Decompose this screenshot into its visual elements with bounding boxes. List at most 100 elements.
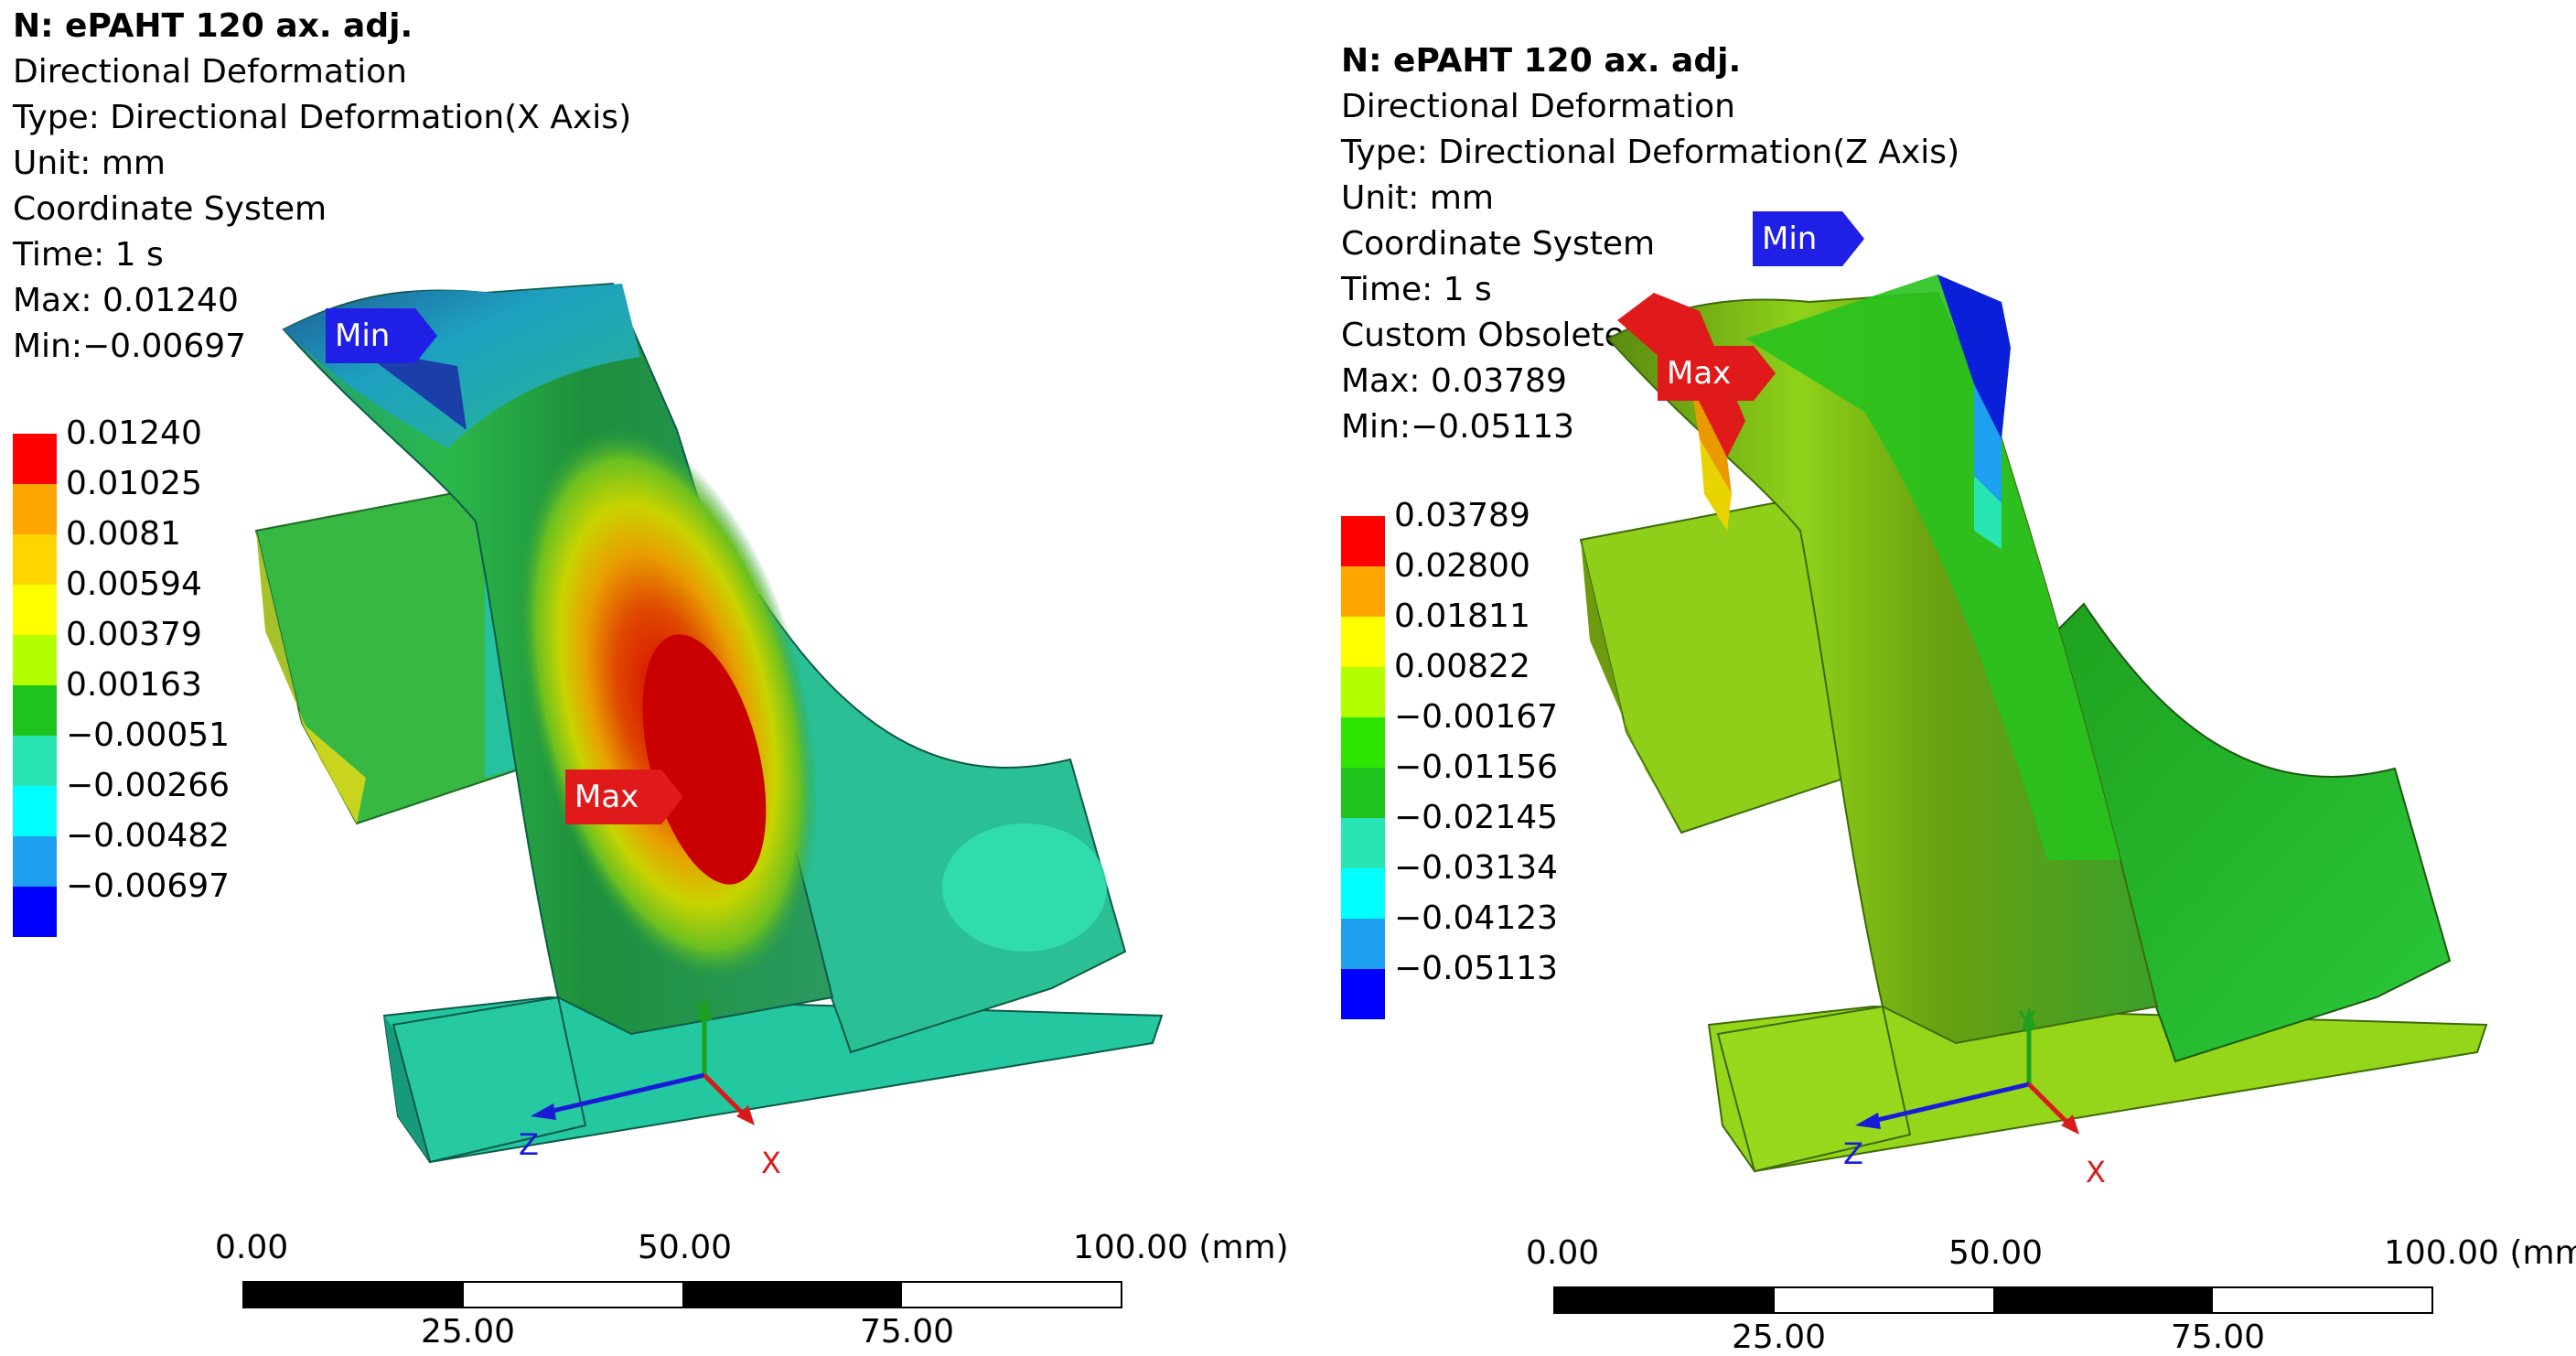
triad-x-label: X <box>761 1146 781 1180</box>
legend-band <box>1341 919 1670 969</box>
legend-band <box>1341 768 1670 818</box>
legend-value-label: −0.00266 <box>66 767 231 804</box>
legend-band <box>1341 617 1670 667</box>
legend-value-label: −0.00051 <box>66 716 231 754</box>
min-probe-tag: Min <box>326 308 437 363</box>
legend-color-swatch <box>1341 617 1385 667</box>
color-legend: 0.01240 0.01025 0.0081 0.00594 0.00379 0.0016… <box>13 415 360 946</box>
result-info: N: ePAHT 120 ax. adj. Directional Deform… <box>1341 38 1959 450</box>
legend-value-label: −0.03134 <box>1394 849 1559 887</box>
result-coordinate-system: Coordinate System <box>1341 225 1656 263</box>
legend-value-label: 0.00822 <box>1394 648 1530 685</box>
legend-value-label: 0.00594 <box>66 565 202 603</box>
legend-color-swatch <box>13 786 57 836</box>
legend-band <box>1341 566 1670 617</box>
legend-color-swatch <box>1341 717 1385 768</box>
legend-color-swatch <box>13 887 57 937</box>
result-coordinate-system: Coordinate System <box>13 190 327 228</box>
legend-color-swatch <box>13 585 57 635</box>
result-time: Time: 1 s <box>1341 271 1492 308</box>
result-max: Max: 0.03789 <box>1341 362 1567 400</box>
result-type: Type: Directional Deformation(X Axis) <box>13 99 632 136</box>
legend-value-label: 0.01240 <box>66 414 202 452</box>
legend-value-label: −0.04123 <box>1394 899 1559 937</box>
triad-z-label: Z <box>519 1127 539 1162</box>
result-title: N: ePAHT 120 ax. adj. <box>1341 42 1742 80</box>
max-probe-tag: Max <box>565 769 683 824</box>
scale-label-75: 75.00 <box>2171 1318 2266 1356</box>
scale-label-100: 100.00 (mm) <box>1073 1229 1289 1266</box>
legend-band <box>13 434 342 484</box>
legend-band <box>1341 717 1670 768</box>
legend-value-label: −0.01156 <box>1394 748 1559 786</box>
max-probe-tag: Max <box>1658 346 1776 401</box>
legend-band <box>13 585 342 635</box>
scale-bar-graphic <box>1553 1286 2433 1314</box>
result-info: N: ePAHT 120 ax. adj. Directional Deform… <box>13 4 631 370</box>
scale-bar: 0.00 50.00 100.00 (mm) 25.00 75.00 <box>215 1229 1289 1351</box>
legend-band <box>13 484 342 534</box>
result-name: Directional Deformation <box>1341 88 1735 125</box>
scale-label-50: 50.00 <box>638 1229 733 1266</box>
scale-label-50: 50.00 <box>1948 1234 2044 1272</box>
legend-band <box>13 635 342 685</box>
legend-value-label: 0.01811 <box>1394 597 1530 635</box>
result-panel-x-axis: N: ePAHT 120 ax. adj. Directional Deform… <box>13 4 1289 1351</box>
legend-band <box>13 836 342 887</box>
legend-value-label: 0.0081 <box>66 515 181 553</box>
triad-x-label: X <box>2086 1155 2106 1189</box>
legend-color-swatch <box>1341 768 1385 818</box>
legend-color-swatch <box>13 534 57 585</box>
legend-value-label: −0.02145 <box>1394 799 1559 836</box>
legend-color-swatch <box>13 836 57 887</box>
legend-color-swatch <box>13 434 57 484</box>
legend-value-label: 0.00163 <box>66 666 202 704</box>
result-title: N: ePAHT 120 ax. adj. <box>13 7 413 45</box>
deformation-contour-model <box>1579 274 2488 1173</box>
result-min: Min:−0.05113 <box>1341 408 1575 446</box>
scale-bar-graphic <box>242 1281 1122 1308</box>
legend-color-swatch <box>13 736 57 786</box>
legend-value-label: −0.00697 <box>66 867 231 905</box>
legend-band <box>13 534 342 585</box>
legend-value-label: −0.05113 <box>1394 950 1559 987</box>
legend-band <box>13 736 342 786</box>
legend-color-swatch <box>13 635 57 685</box>
legend-band <box>1341 868 1670 919</box>
legend-color-swatch <box>1341 969 1385 1019</box>
legend-band <box>1341 516 1670 566</box>
legend-band <box>13 685 342 736</box>
legend-color-swatch <box>1341 919 1385 969</box>
min-probe-tag: Min <box>1753 211 1864 266</box>
legend-band <box>1341 969 1670 1019</box>
color-legend: 0.03789 0.02800 0.01811 0.00822 −0.00167 −0.0… <box>1341 498 1689 1028</box>
triad-y-label: Y <box>693 995 712 1030</box>
result-unit: Unit: mm <box>13 145 166 182</box>
scale-label-25: 25.00 <box>1732 1318 1827 1356</box>
legend-color-swatch <box>13 484 57 534</box>
legend-value-label: 0.03789 <box>1394 497 1530 534</box>
legend-color-swatch <box>13 685 57 736</box>
legend-band <box>1341 818 1670 868</box>
legend-band <box>13 887 342 937</box>
scale-label-25: 25.00 <box>421 1313 516 1351</box>
result-type: Type: Directional Deformation(Z Axis) <box>1341 134 1960 171</box>
result-unit: Unit: mm <box>1341 179 1494 217</box>
triad-z-label: Z <box>1843 1136 1863 1171</box>
legend-value-label: −0.00167 <box>1394 698 1559 736</box>
legend-value-label: 0.00379 <box>66 616 202 653</box>
legend-color-swatch <box>1341 667 1385 717</box>
legend-band <box>1341 667 1670 717</box>
result-panel-z-axis: N: ePAHT 120 ax. adj. Directional Deform… <box>1288 0 2576 1356</box>
scale-bar: 0.00 50.00 100.00 (mm) 25.00 75.00 <box>1526 1234 2576 1356</box>
scale-label-100: 100.00 (mm) <box>2384 1234 2576 1272</box>
legend-value-label: −0.00482 <box>66 817 231 855</box>
scale-label-0: 0.00 <box>1526 1234 1600 1272</box>
scale-label-75: 75.00 <box>860 1313 955 1351</box>
result-min: Min:−0.00697 <box>13 328 247 365</box>
legend-color-swatch <box>1341 566 1385 617</box>
result-note: Custom Obsolete <box>1341 317 1625 354</box>
result-max: Max: 0.01240 <box>13 282 239 319</box>
result-time: Time: 1 s <box>13 236 164 274</box>
legend-color-swatch <box>1341 868 1385 919</box>
